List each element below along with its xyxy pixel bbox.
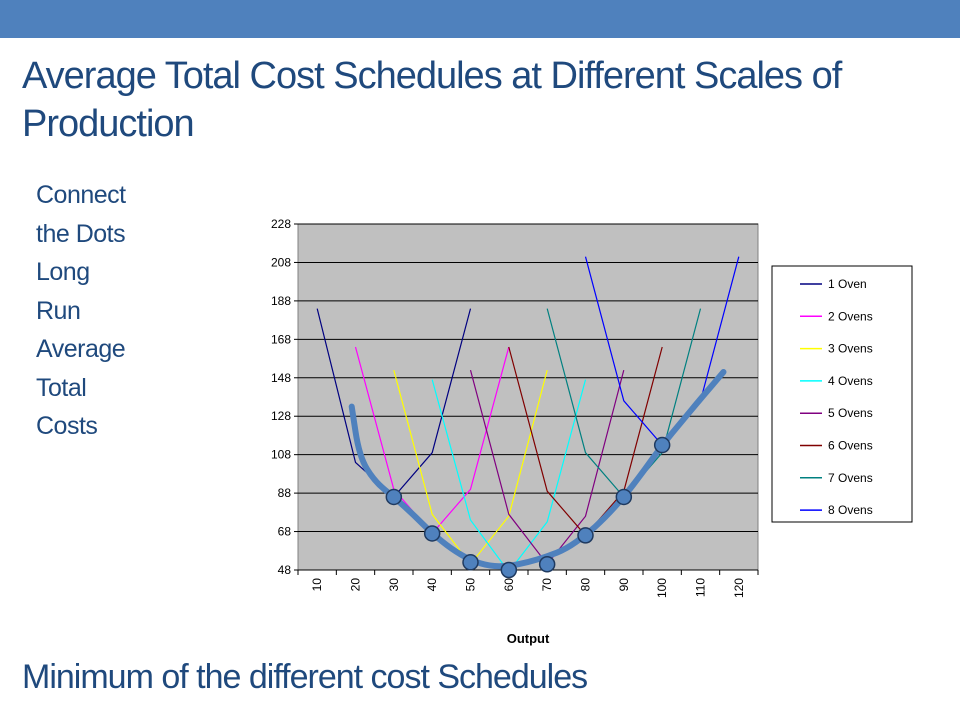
y-tick-label: 108 [271, 448, 291, 462]
minimum-point [615, 488, 633, 506]
side-note-line: Long [36, 258, 90, 286]
legend-label: 5 Ovens [828, 406, 873, 420]
minimum-point [500, 561, 518, 579]
slide-title: Average Total Cost Schedules at Differen… [22, 55, 842, 145]
legend-label: 6 Ovens [828, 439, 873, 453]
x-tick-label: 110 [694, 578, 708, 597]
minimum-point [385, 488, 403, 506]
x-tick-label: 30 [387, 578, 401, 592]
bottom-caption: Minimum of the different cost Schedules [22, 658, 588, 696]
side-note: Connect the Dots Long Run Average Total … [36, 176, 186, 446]
side-note-line: Average [36, 335, 126, 363]
y-tick-label: 188 [271, 294, 291, 308]
y-tick-label: 168 [271, 332, 291, 346]
x-tick-label: 100 [655, 578, 669, 598]
legend-label: 2 Ovens [828, 309, 873, 323]
minimum-point [538, 555, 556, 573]
y-tick-label: 208 [271, 255, 291, 269]
y-tick-label: 48 [278, 563, 292, 577]
x-tick-label: 80 [579, 578, 593, 592]
legend-label: 4 Ovens [828, 374, 873, 388]
x-tick-label: 90 [617, 578, 631, 592]
legend-label: 1 Oven [828, 277, 867, 291]
legend-label: 8 Ovens [828, 503, 873, 517]
x-axis-label: Output [507, 631, 550, 646]
y-tick-label: 128 [271, 409, 291, 423]
y-tick-label: 68 [278, 525, 292, 539]
legend-label: 3 Ovens [828, 342, 873, 356]
x-tick-label: 50 [464, 578, 478, 592]
x-tick-label: 120 [732, 578, 746, 598]
side-note-line: the Dots [36, 219, 126, 248]
y-tick-label: 88 [278, 486, 292, 500]
x-tick-label: 20 [349, 578, 363, 592]
top-accent-bar [0, 0, 960, 38]
plot-area [297, 223, 759, 571]
side-note-line: Costs [36, 412, 98, 440]
minimum-point [653, 436, 671, 454]
minimum-point [462, 554, 479, 571]
minimum-point [423, 525, 441, 542]
x-tick-label: 60 [502, 578, 516, 592]
side-note-line: Run [36, 296, 81, 325]
side-note-line: Total [36, 373, 87, 402]
legend-label: 7 Ovens [828, 471, 873, 485]
legend-box [771, 265, 913, 523]
y-tick-label: 228 [271, 217, 291, 231]
x-tick-label: 70 [540, 578, 554, 592]
x-tick-label: 40 [425, 578, 439, 592]
y-tick-label: 148 [271, 371, 291, 385]
side-note-line: Connect [36, 181, 126, 209]
minimum-point [577, 527, 594, 544]
x-tick-label: 10 [310, 578, 324, 592]
